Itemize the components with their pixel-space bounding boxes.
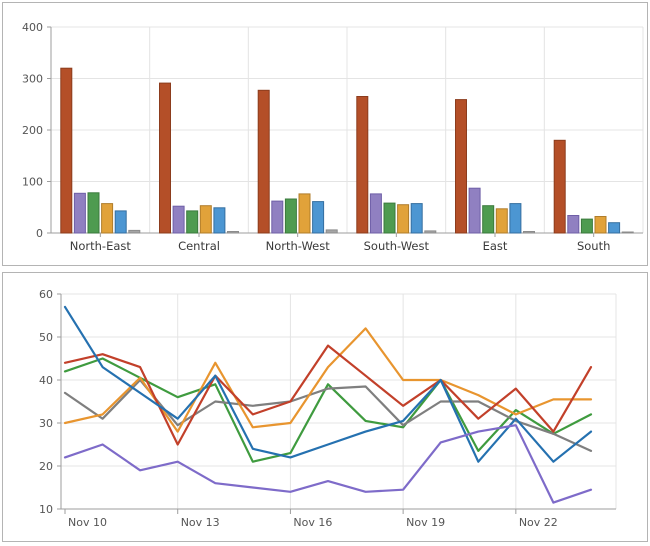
bar-purple xyxy=(172,205,185,234)
y-tick-label: 50 xyxy=(39,331,53,344)
y-tick-label: 10 xyxy=(39,503,53,516)
bar-red xyxy=(455,99,467,234)
bar-gray xyxy=(227,231,239,234)
line-series-blue xyxy=(63,305,593,463)
category-label: South-West xyxy=(364,239,430,253)
bar-purple xyxy=(369,193,382,234)
bar-orange xyxy=(397,204,410,234)
line-series-purple xyxy=(63,424,593,504)
bar-orange xyxy=(199,205,212,234)
bar-red xyxy=(553,139,566,234)
bar-orange xyxy=(495,208,508,234)
bar-red xyxy=(257,89,270,234)
bar-green xyxy=(580,218,593,234)
bar-orange xyxy=(594,216,607,234)
bar-green xyxy=(284,198,297,234)
bar-gray xyxy=(424,230,437,234)
bar-purple xyxy=(271,200,284,234)
category-label: Central xyxy=(178,239,220,253)
bar-blue xyxy=(410,203,423,234)
bar-green xyxy=(87,192,100,234)
line-chart: 10 20 30 40 50 60 Nov 10 Nov 13 Nov 16 Nov 19 Nov … xyxy=(39,288,617,529)
bar-blue xyxy=(608,222,621,234)
bar-gray xyxy=(325,229,338,234)
x-tick-label: Nov 16 xyxy=(293,516,332,529)
line-series-red xyxy=(63,344,593,446)
bar-purple xyxy=(567,215,580,234)
x-tick-label: Nov 13 xyxy=(181,516,220,529)
bar-purple xyxy=(73,192,86,234)
x-tick-label: Nov 10 xyxy=(68,516,107,529)
category-label: South xyxy=(577,239,610,253)
y-tick-label: 400 xyxy=(22,21,43,34)
bar-red xyxy=(159,82,171,234)
bar-green xyxy=(383,202,396,234)
x-tick-label: Nov 19 xyxy=(406,516,445,529)
bar-blue xyxy=(509,203,522,234)
line-chart-panel: 10 20 30 40 50 60 Nov 10 Nov 13 Nov 16 Nov 19 Nov … xyxy=(2,272,648,542)
bar-purple xyxy=(468,187,481,234)
bar-chart: 0 100 200 300 400 North-East Central North-West… xyxy=(22,21,644,253)
bar-chart-panel: 0 100 200 300 400 North-East Central North-West… xyxy=(2,2,648,266)
y-tick-label: 20 xyxy=(39,460,53,473)
line-series-green xyxy=(63,357,593,463)
bar-red xyxy=(60,67,73,234)
category-label: East xyxy=(483,239,508,253)
category-label: North-East xyxy=(70,239,132,253)
bar-red xyxy=(356,96,369,234)
bar-gray xyxy=(621,231,634,234)
bar-blue xyxy=(213,207,226,234)
line-series-orange xyxy=(63,327,593,433)
bar-green xyxy=(186,210,199,234)
bar-gray xyxy=(523,231,535,234)
bar-blue xyxy=(312,201,325,234)
y-tick-label: 200 xyxy=(22,124,43,137)
y-tick-label: 100 xyxy=(22,176,43,189)
y-tick-label: 0 xyxy=(36,227,43,240)
y-tick-label: 40 xyxy=(39,374,53,387)
x-tick-label: Nov 22 xyxy=(519,516,558,529)
bar-green xyxy=(482,205,495,234)
y-tick-label: 60 xyxy=(39,288,53,301)
category-label: North-West xyxy=(266,239,331,253)
bar-blue xyxy=(114,210,127,234)
y-tick-label: 300 xyxy=(22,73,43,86)
y-tick-label: 30 xyxy=(39,417,53,430)
bar-orange xyxy=(101,203,114,234)
bar-gray xyxy=(128,229,141,234)
bar-orange xyxy=(298,193,311,234)
